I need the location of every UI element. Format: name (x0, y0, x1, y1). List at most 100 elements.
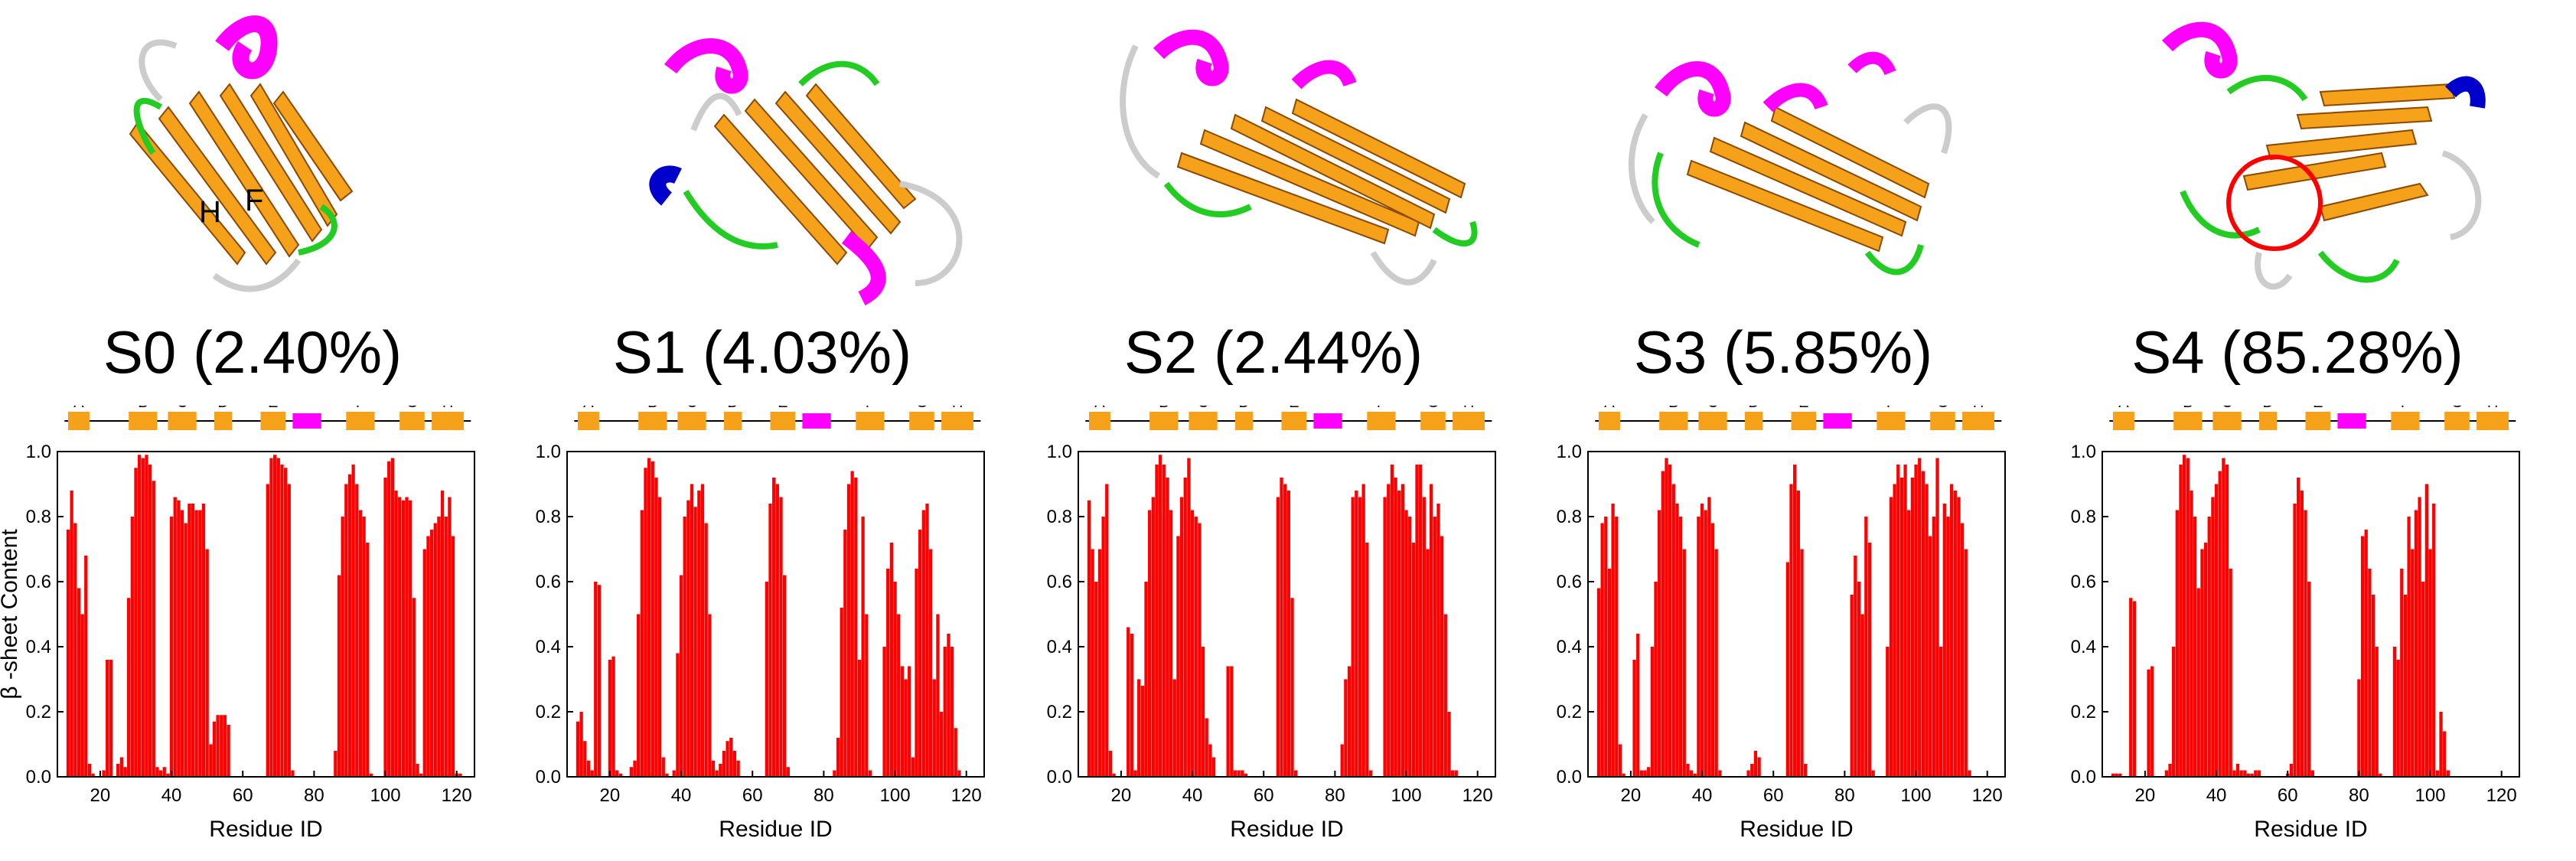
bar (1244, 773, 1248, 777)
bar (690, 484, 694, 777)
bar (2190, 491, 2193, 777)
ss-strand-F (1367, 412, 1396, 430)
ss-strand-label: A (2118, 406, 2129, 411)
bar (2222, 458, 2225, 777)
bar (355, 484, 359, 777)
bar (152, 481, 155, 777)
bar (127, 598, 131, 777)
bar (1871, 770, 1875, 777)
bar (2179, 465, 2183, 777)
bar (2289, 764, 2294, 777)
bar (273, 455, 277, 777)
protein-structure-s0: H F (129, 15, 354, 292)
bar (341, 517, 344, 777)
bar (2300, 491, 2304, 777)
bar (1697, 517, 1700, 777)
bar (2446, 770, 2450, 777)
bar (715, 770, 719, 777)
bar (729, 738, 733, 777)
bar (1939, 647, 1943, 777)
ss-strand-H (941, 412, 974, 430)
bar (2111, 773, 2115, 777)
y-tick-label: 0.8 (1557, 507, 1582, 527)
bar (187, 504, 191, 777)
bar (1693, 773, 1697, 777)
bar (1903, 465, 1907, 777)
bar (928, 549, 933, 777)
ss-strand-label: A (1094, 406, 1105, 411)
bar (2392, 647, 2397, 777)
bar (726, 741, 729, 777)
bar (394, 491, 398, 777)
ss-helix (1313, 413, 1342, 429)
highlight-circle (2226, 155, 2323, 251)
ss-strand-label: E (268, 406, 278, 411)
y-tick-label: 0.6 (1047, 572, 1072, 592)
bar (1710, 523, 1715, 777)
x-tick-label: 120 (1462, 785, 1493, 806)
ss-strand-F (1877, 412, 1906, 430)
ss-strand-E (260, 412, 286, 430)
bar (1615, 517, 1619, 777)
bar (148, 465, 152, 777)
bar (1286, 491, 1290, 777)
bar (1355, 491, 1358, 777)
bar (1447, 712, 1451, 777)
bar (611, 656, 615, 777)
ss-strand-label: A (1604, 406, 1615, 411)
protein-structure-s1 (649, 38, 963, 305)
bar (1169, 510, 1173, 777)
ss-strand-label: H (952, 406, 963, 411)
ss-helix (1823, 413, 1852, 429)
bar (2115, 773, 2118, 777)
bar (2443, 731, 2447, 777)
bar (833, 770, 836, 777)
bar (893, 582, 897, 777)
bar (398, 497, 402, 777)
y-tick-label: 0.8 (2071, 507, 2096, 527)
bar (409, 500, 412, 777)
y-tick-label: 0.0 (536, 767, 561, 788)
bar (736, 760, 740, 777)
x-tick-label: 100 (1901, 785, 1932, 806)
bar (683, 517, 686, 777)
bar (576, 721, 580, 777)
bar (73, 523, 77, 777)
bar (768, 504, 772, 777)
bar (437, 517, 441, 777)
ss-strand-D (1744, 412, 1763, 430)
bar (772, 478, 776, 777)
y-tick-label: 0.2 (1557, 702, 1582, 722)
bar (1907, 510, 1911, 777)
bar (1280, 478, 1283, 777)
y-tick-label: 0.4 (1047, 637, 1072, 657)
bar (1283, 484, 1287, 777)
bar (123, 767, 127, 777)
bar (1632, 660, 1636, 777)
bar (1618, 744, 1622, 777)
bar (2403, 595, 2408, 777)
x-tick-label: 80 (304, 785, 324, 806)
bar (1893, 484, 1896, 777)
bar (2310, 770, 2314, 777)
bar (1176, 536, 1180, 777)
bar (1187, 458, 1191, 777)
bar (1365, 543, 1369, 777)
bar (194, 510, 198, 777)
bar (1942, 504, 1946, 777)
ss-strand-label: F (1886, 406, 1896, 411)
bar (594, 582, 598, 777)
bar (579, 712, 583, 777)
panel-s0: H F S0 (2.40%) A B C D E F G H 0.0 0.2 0.4 0.6 0.8 1.… (0, 0, 505, 861)
ss-strand-G (909, 412, 934, 430)
bar (583, 741, 587, 777)
bar (2229, 569, 2232, 777)
bar (130, 517, 134, 777)
bar (1408, 517, 1412, 777)
bar (1140, 686, 1144, 777)
ss-strand-label: B (1668, 406, 1678, 411)
bar (850, 471, 854, 777)
bar (861, 517, 865, 777)
x-tick-label: 40 (2206, 785, 2227, 806)
bar (637, 614, 641, 777)
